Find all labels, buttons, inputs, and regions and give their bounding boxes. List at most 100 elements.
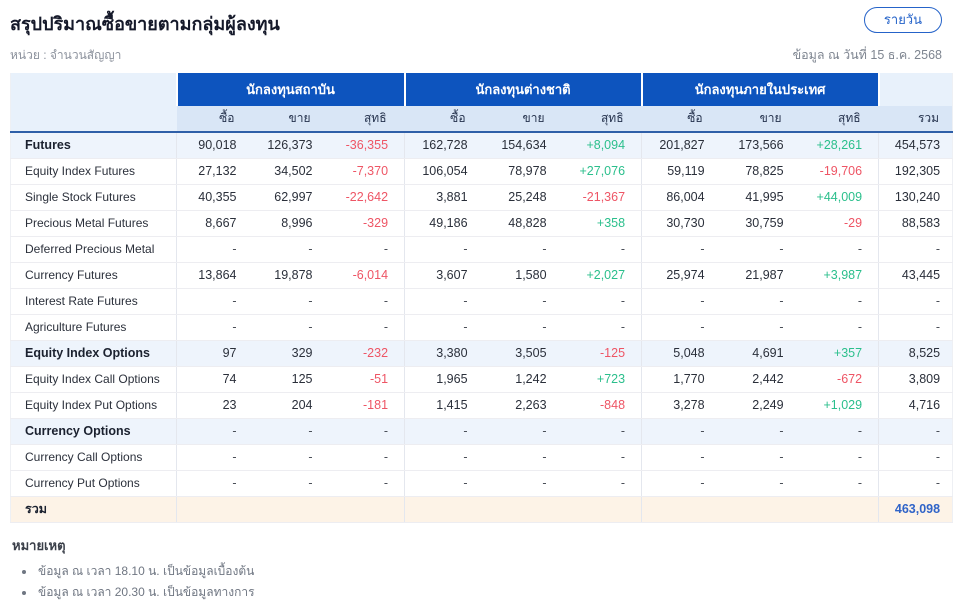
cell-value: +723 [562, 366, 642, 393]
cell-value [720, 496, 800, 523]
cell-value: - [720, 314, 800, 341]
daily-view-button[interactable]: รายวัน [863, 7, 942, 33]
cell-value: +2,027 [562, 262, 642, 289]
row-label: Equity Index Call Options [10, 366, 177, 393]
table-row: Currency Futures 13,864 19,878 -6,014 3,607 1… [10, 262, 953, 289]
cell-value [404, 496, 484, 523]
cell-value: - [328, 470, 405, 497]
cell-value: -36,355 [328, 132, 405, 159]
cell-value: - [641, 236, 721, 263]
table-row: Agriculture Futures - - - - - - - - - - [10, 314, 953, 341]
cell-value: - [483, 444, 563, 471]
cell-value: 90,018 [176, 132, 253, 159]
cell-value [328, 496, 405, 523]
cell-value: +3,987 [799, 262, 879, 289]
as-of-date: ข้อมูล ณ วันที่ 15 ธ.ค. 2568 [792, 48, 942, 62]
cell-value: -51 [328, 366, 405, 393]
total-header-spacer [878, 73, 953, 106]
cell-value: 40,355 [176, 184, 253, 211]
cell-value: - [176, 444, 253, 471]
cell-value: 62,997 [252, 184, 329, 211]
cell-value: - [641, 314, 721, 341]
cell-value: - [562, 314, 642, 341]
cell-value: 4,691 [720, 340, 800, 367]
row-label: Currency Call Options [10, 444, 177, 471]
table-row: Equity Index Put Options 23 204 -181 1,415 2,… [10, 392, 953, 419]
cell-value: - [404, 470, 484, 497]
cell-value: -7,370 [328, 158, 405, 185]
group-header-domestic: นักลงทุนภายในประเทศ [640, 73, 880, 106]
cell-value: 125 [252, 366, 329, 393]
cell-value: 2,249 [720, 392, 800, 419]
col-header-sell: ขาย [252, 106, 329, 133]
cell-value [641, 496, 721, 523]
cell-value: - [799, 288, 879, 315]
cell-value: - [799, 444, 879, 471]
col-header-net: สุทธิ [328, 106, 405, 133]
cell-value: - [252, 444, 329, 471]
cell-value: - [483, 470, 563, 497]
cell-value [483, 496, 563, 523]
cell-value: 3,380 [404, 340, 484, 367]
cell-value: - [404, 418, 484, 445]
row-label: Equity Index Options [10, 340, 177, 367]
cell-value [562, 496, 642, 523]
col-header-net: สุทธิ [799, 106, 879, 133]
cell-value [176, 496, 253, 523]
row-total: 3,809 [878, 366, 953, 393]
cell-value: - [720, 470, 800, 497]
col-header-sell: ขาย [483, 106, 563, 133]
investor-summary-table: นักลงทุนสถาบัน นักลงทุนต่างชาติ นักลงทุน… [10, 73, 954, 523]
cell-value: 5,048 [641, 340, 721, 367]
cell-value: 74 [176, 366, 253, 393]
cell-value: - [720, 444, 800, 471]
notes-title: หมายเหตุ [12, 537, 66, 553]
cell-value: 49,186 [404, 210, 484, 237]
cell-value: 23 [176, 392, 253, 419]
table-row: Deferred Precious Metal - - - - - - - - - - [10, 236, 953, 263]
cell-value: - [328, 444, 405, 471]
cell-value: 154,634 [483, 132, 563, 159]
cell-value: 34,502 [252, 158, 329, 185]
row-label: Interest Rate Futures [10, 288, 177, 315]
cell-value: 21,987 [720, 262, 800, 289]
row-total: - [878, 444, 953, 471]
cell-value: - [799, 418, 879, 445]
group-header-row: นักลงทุนสถาบัน นักลงทุนต่างชาติ นักลงทุน… [10, 73, 953, 133]
cell-value: 106,054 [404, 158, 484, 185]
cell-value: -22,642 [328, 184, 405, 211]
note-item: ข้อมูล ณ เวลา 18.10 น. เป็นข้อมูลเบื้องต… [36, 561, 942, 582]
table-body: Futures 90,018 126,373 -36,355 162,728 154,63… [10, 132, 953, 523]
table-row: Equity Index Futures 27,132 34,502 -7,370 10… [10, 158, 953, 185]
table-row: Currency Put Options - - - - - - - - - - [10, 470, 953, 497]
cell-value: 1,415 [404, 392, 484, 419]
cell-value: -19,706 [799, 158, 879, 185]
table-row: Currency Options - - - - - - - - - - [10, 418, 953, 445]
cell-value: -848 [562, 392, 642, 419]
sub-header-row: ซื้อ ขาย สุทธิ ซื้อ ขาย สุทธิ ซื้อ ขาย ส… [11, 106, 953, 133]
cell-value: 1,242 [483, 366, 563, 393]
cell-value: 8,996 [252, 210, 329, 237]
row-label: Deferred Precious Metal [10, 236, 177, 263]
cell-value [799, 496, 879, 523]
row-total: - [878, 418, 953, 445]
cell-value: 78,825 [720, 158, 800, 185]
cell-value: 59,119 [641, 158, 721, 185]
col-header-net: สุทธิ [562, 106, 642, 133]
cell-value [252, 496, 329, 523]
cell-value: 25,974 [641, 262, 721, 289]
row-label: Currency Put Options [10, 470, 177, 497]
row-total: - [878, 236, 953, 263]
cell-value: - [799, 470, 879, 497]
cell-value: 173,566 [720, 132, 800, 159]
group-header-institutional: นักลงทุนสถาบัน [175, 73, 406, 106]
cell-value: -232 [328, 340, 405, 367]
cell-value: 3,278 [641, 392, 721, 419]
row-label: Equity Index Put Options [10, 392, 177, 419]
cell-value: - [799, 236, 879, 263]
cell-value: 86,004 [641, 184, 721, 211]
cell-value: - [328, 288, 405, 315]
row-total: 88,583 [878, 210, 953, 237]
notes-list: ข้อมูล ณ เวลา 18.10 น. เป็นข้อมูลเบื้องต… [12, 561, 942, 603]
